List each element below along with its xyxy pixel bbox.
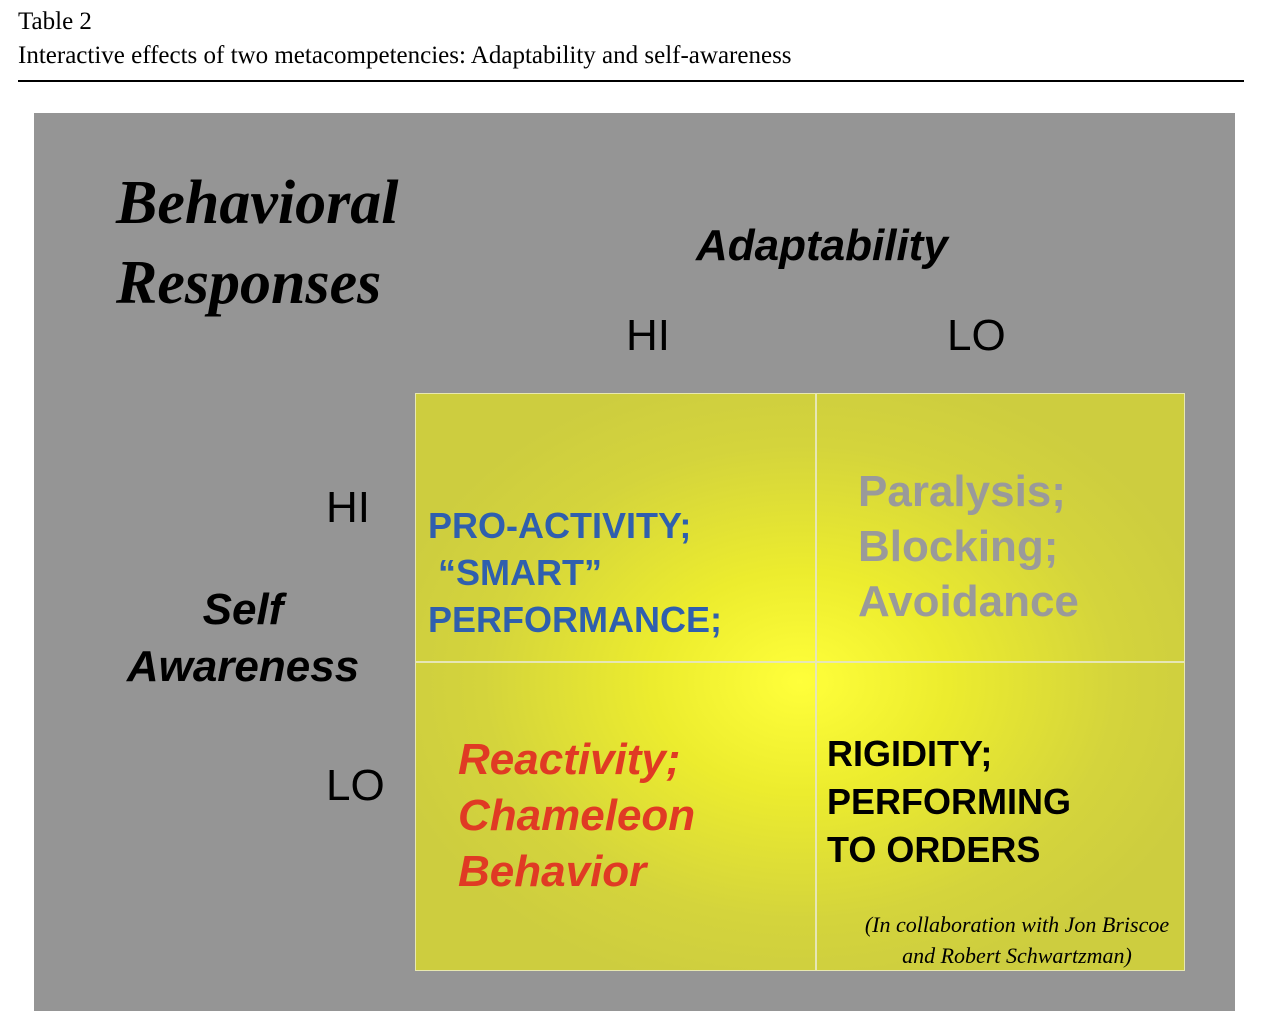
cell-hi-awareness-lo-adaptability: Paralysis; Blocking; Avoidance	[858, 464, 1079, 629]
cell-text-line: Blocking;	[858, 522, 1059, 571]
y-axis-level-hi: HI	[326, 483, 370, 532]
y-axis-title-line: Self	[202, 585, 284, 634]
x-axis-level-lo: LO	[947, 311, 1006, 360]
figure-panel: Behavioral Responses Adaptability HI LO …	[34, 113, 1235, 1011]
cell-text-line: PERFORMING	[827, 781, 1072, 822]
x-axis-title: Adaptability	[696, 221, 948, 270]
caption-rule	[18, 80, 1244, 82]
y-axis-level-lo: LO	[326, 761, 385, 810]
credit-line: (In collaboration with Jon Briscoe	[864, 912, 1170, 937]
cell-text-line: TO ORDERS	[827, 829, 1041, 870]
credit-line: and Robert Schwartzman)	[902, 943, 1132, 968]
cell-text-line: PERFORMANCE;	[428, 599, 722, 640]
table-caption-title: Interactive effects of two metacompetenc…	[18, 42, 792, 69]
y-axis-title-line: Awareness	[126, 642, 360, 691]
cell-text-line: Reactivity;	[458, 735, 681, 784]
figure-title-line: Responses	[116, 249, 382, 317]
cell-text-line: RIGIDITY;	[827, 733, 993, 774]
cell-text-line: Paralysis;	[858, 467, 1066, 516]
collaboration-credit: (In collaboration with Jon Briscoe and R…	[852, 909, 1182, 971]
cell-text-line: Behavior	[458, 847, 647, 896]
x-axis-level-hi: HI	[626, 311, 670, 360]
cell-text-line: “SMART”	[428, 552, 602, 593]
grid-vertical-divider	[815, 394, 817, 970]
cell-text-line: Avoidance	[858, 577, 1079, 626]
cell-text-line: PRO-ACTIVITY;	[428, 505, 692, 546]
table-caption-label: Table 2	[18, 8, 92, 35]
cell-lo-awareness-hi-adaptability: Reactivity; Chameleon Behavior	[458, 732, 695, 900]
cell-text-line: Chameleon	[458, 791, 696, 840]
grid-horizontal-divider	[416, 661, 1184, 663]
figure-title-line: Behavioral	[116, 169, 399, 237]
y-axis-title: Self Awareness	[118, 581, 368, 695]
cell-lo-awareness-lo-adaptability: RIGIDITY; PERFORMING TO ORDERS	[827, 730, 1071, 874]
figure-title: Behavioral Responses	[116, 163, 398, 323]
cell-hi-awareness-hi-adaptability: PRO-ACTIVITY; “SMART” PERFORMANCE;	[428, 502, 722, 643]
quadrant-grid: PRO-ACTIVITY; “SMART” PERFORMANCE; Paral…	[415, 393, 1185, 971]
